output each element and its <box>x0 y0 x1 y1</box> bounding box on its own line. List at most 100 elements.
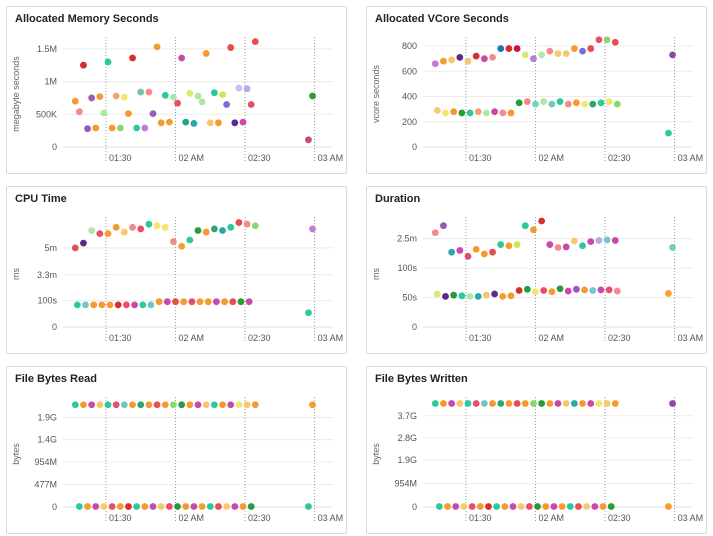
data-point <box>611 38 619 46</box>
data-point <box>507 109 515 117</box>
data-point <box>575 503 582 510</box>
chart-panel-file-bytes-read: File Bytes Read 1.9G 1.4G 954M 477M 0 01:30 02… <box>6 366 347 534</box>
data-point <box>499 109 507 117</box>
data-point <box>73 301 81 309</box>
y-tick-label: 1.4G <box>37 435 57 445</box>
data-point <box>235 401 243 409</box>
y-tick-label: 500K <box>36 109 57 119</box>
data-point <box>595 237 603 244</box>
data-point <box>235 219 243 226</box>
data-point <box>613 100 621 108</box>
data-point <box>178 401 186 409</box>
data-point <box>450 291 458 299</box>
data-point <box>206 119 214 127</box>
data-point <box>178 242 186 250</box>
data-point <box>530 226 537 234</box>
data-point <box>669 400 676 407</box>
y-tick-label: 50s <box>402 293 417 303</box>
data-point <box>210 89 218 97</box>
data-point <box>548 288 556 296</box>
data-point <box>172 298 179 306</box>
data-point <box>556 285 564 293</box>
x-tick-label: 03 AM <box>678 333 704 343</box>
data-point <box>460 503 468 510</box>
data-point <box>92 124 100 132</box>
data-point <box>243 401 251 409</box>
data-point <box>100 109 108 117</box>
data-point <box>515 287 523 294</box>
data-point <box>251 222 259 230</box>
data-point <box>133 124 141 132</box>
data-point <box>206 503 214 510</box>
data-point <box>464 400 472 407</box>
data-point <box>170 93 177 101</box>
y-tick-label: 2.5m <box>397 234 417 244</box>
data-point <box>513 400 521 407</box>
data-point <box>550 503 558 510</box>
data-point <box>75 503 83 510</box>
data-point <box>108 503 116 510</box>
data-point <box>186 89 194 97</box>
data-point <box>309 225 316 233</box>
y-tick-label: 954M <box>34 457 57 467</box>
y-tick-label: 100s <box>397 263 417 273</box>
x-tick-label: 03 AM <box>318 513 344 523</box>
data-point <box>112 401 120 409</box>
data-point <box>174 503 181 510</box>
data-point <box>587 238 595 246</box>
data-point <box>80 61 87 69</box>
data-point <box>548 100 556 108</box>
data-point <box>464 57 472 65</box>
data-point <box>116 503 124 510</box>
data-point <box>71 97 79 105</box>
data-point <box>116 124 124 132</box>
data-point <box>157 503 165 510</box>
data-point <box>221 298 228 306</box>
data-point <box>570 400 578 407</box>
data-point <box>440 222 447 230</box>
data-point <box>483 291 490 299</box>
y-tick-label: 800 <box>402 41 417 51</box>
data-point <box>456 54 464 61</box>
data-point <box>188 298 196 306</box>
data-point <box>88 94 96 102</box>
data-point <box>186 236 194 244</box>
data-point <box>129 401 136 409</box>
data-point <box>80 401 87 409</box>
data-point <box>227 44 235 51</box>
data-point <box>587 400 595 407</box>
data-point <box>491 108 498 116</box>
data-point <box>570 45 578 52</box>
data-point <box>170 401 177 409</box>
data-point <box>589 287 597 294</box>
x-tick-label: 01:30 <box>109 153 132 163</box>
data-point <box>88 227 96 234</box>
x-tick-label: 02:30 <box>248 513 271 523</box>
data-point <box>448 56 456 64</box>
data-point <box>96 93 104 101</box>
data-point <box>564 287 572 295</box>
data-point <box>665 503 672 510</box>
data-point <box>157 119 165 127</box>
data-point <box>231 119 239 127</box>
y-tick-label: 0 <box>52 502 57 512</box>
data-point <box>525 503 533 510</box>
data-point <box>161 401 169 409</box>
data-point <box>112 223 120 231</box>
data-point <box>137 401 145 409</box>
data-point <box>505 242 513 250</box>
data-point <box>440 400 447 407</box>
data-point <box>597 286 605 294</box>
data-point <box>433 290 441 298</box>
data-point <box>540 287 548 294</box>
data-point <box>198 98 206 106</box>
data-point <box>472 245 480 253</box>
data-point <box>448 248 456 256</box>
data-point <box>129 223 136 231</box>
data-point <box>515 99 523 107</box>
y-tick-label: 0 <box>52 322 57 332</box>
data-point <box>452 503 460 510</box>
x-tick-label: 01:30 <box>469 333 492 343</box>
x-tick-label: 02:30 <box>248 333 271 343</box>
data-point <box>573 99 580 107</box>
